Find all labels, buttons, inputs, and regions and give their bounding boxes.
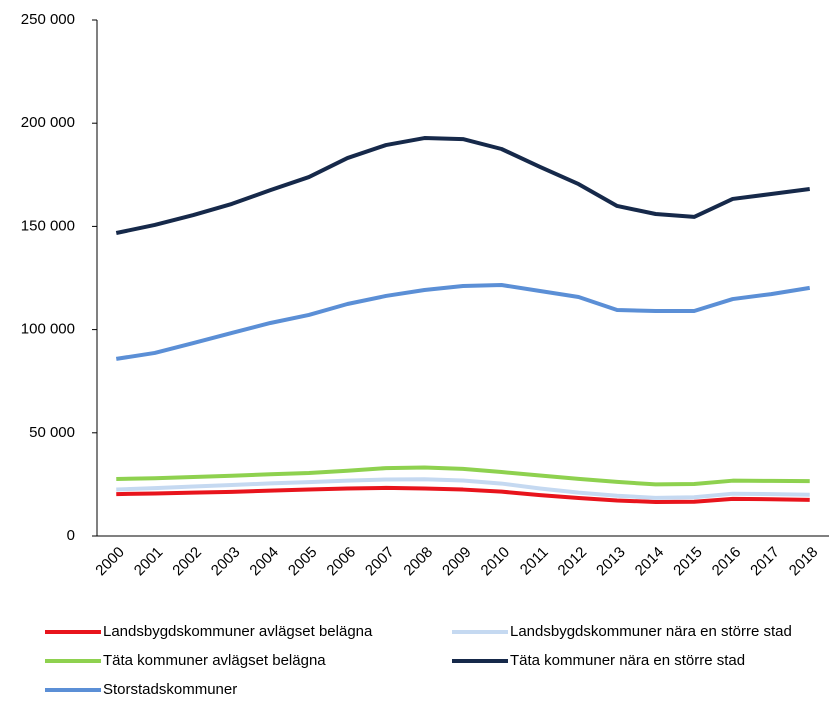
x-tick-label: 2016 <box>709 544 745 580</box>
x-tick-label: 2009 <box>439 544 475 580</box>
legend-label: Täta kommuner nära en större stad <box>510 652 745 669</box>
x-tick-label: 2015 <box>670 544 706 580</box>
x-tick-label: 2001 <box>131 544 167 580</box>
series-line <box>116 465 810 487</box>
x-tick-label: 2000 <box>92 544 128 580</box>
legend-label: Landsbygdskommuner avlägset belägna <box>103 623 373 640</box>
series-line <box>115 283 811 361</box>
x-tick-label: 2002 <box>169 544 205 580</box>
x-tick-label: 2012 <box>555 544 591 580</box>
y-tick-label: 200 000 <box>21 114 75 131</box>
y-tick-label: 250 000 <box>21 11 75 28</box>
y-tick-label: 100 000 <box>21 321 75 338</box>
x-tick-label: 2006 <box>323 544 359 580</box>
legend-label: Landsbygdskommuner nära en större stad <box>510 623 792 640</box>
series-line <box>115 136 810 235</box>
x-tick-label: 2003 <box>208 544 244 580</box>
x-tick-label: 2011 <box>517 544 552 579</box>
y-tick-label: 150 000 <box>21 217 75 234</box>
x-tick-label: 2005 <box>285 544 321 580</box>
series-line <box>116 477 810 500</box>
x-tick-label: 2013 <box>593 544 629 580</box>
y-tick-label: 50 000 <box>29 424 75 441</box>
x-tick-label: 2004 <box>246 544 282 580</box>
x-tick-label: 2007 <box>362 544 398 580</box>
series-line <box>116 485 810 504</box>
legend-label: Storstadskommuner <box>103 681 237 698</box>
y-tick-label: 0 <box>67 527 75 544</box>
legend-label: Täta kommuner avlägset belägna <box>103 652 326 669</box>
x-tick-label: 2018 <box>786 544 822 580</box>
x-tick-label: 2017 <box>747 544 783 580</box>
x-tick-label: 2008 <box>400 544 436 580</box>
x-tick-label: 2010 <box>478 544 514 580</box>
x-tick-label: 2014 <box>632 544 668 580</box>
